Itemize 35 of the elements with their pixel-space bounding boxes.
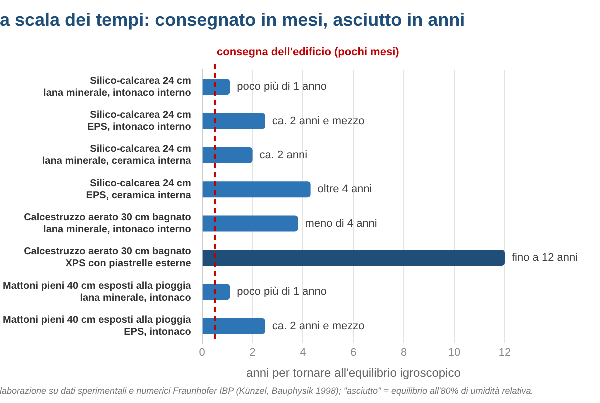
x-tick-label: 12 [498,347,512,360]
y-tick-label: Silico-calcarea 24 cm EPS, ceramica interna [86,178,192,202]
y-tick-label: Mattoni pieni 40 cm esposti alla pioggia lana minerale, intonaco [2,280,192,304]
ref-line-label: consegna dell'edificio (pochi mesi) [216,46,400,59]
x-tick-label: 8 [401,347,408,360]
bar [202,284,230,300]
y-tick-label: Silico-calcarea 24 cm EPS, intonaco interno [87,110,192,134]
data-label: poco più di 1 anno [237,286,328,298]
data-label: meno di 4 anni [305,218,378,230]
data-label: ca. 2 anni e mezzo [272,115,365,128]
y-tick-label: Calcestruzzo aerato 30 cm bagnato XPS con piastrelle esterne [24,246,192,270]
x-tick-label: 6 [350,347,357,360]
x-tick-label: 2 [250,347,256,360]
x-tick-label: 10 [448,347,461,360]
data-label: oltre 4 anni [318,184,372,196]
bar [202,113,266,130]
data-label: ca. 2 anni e mezzo [272,320,365,332]
x-tick-label: 4 [300,347,306,360]
bar [202,216,298,232]
chart-title: a scala dei tempi: consegnato in mesi, asciutto in anni [0,10,466,31]
bar [202,182,311,198]
bar [202,147,253,164]
data-label: poco più di 1 anno [237,81,328,94]
text: laborazione su dati sperimentali e numerici Fraunhofer IBP (Künzel, Bauphysik 1998); "asciutto" = equilibrio all'80% di umidità relativa. [0,386,534,396]
x-axis-title: anni per tornare all'equilibrio igroscopico [246,366,462,380]
y-tick-label: Mattoni pieni 40 cm esposti alla pioggia EPS, intonaco [2,315,192,338]
bar [202,79,230,96]
y-tick-label: Calcestruzzo aerato 30 cm bagnato lana minerale, intonaco interno [24,212,192,236]
x-tick-label: 0 [199,347,206,360]
y-tick-label: Silico-calcarea 24 cm lana minerale, ceramica interna [42,144,192,168]
y-tick-label: Silico-calcarea 24 cm lana minerale, intonaco interno [44,76,192,99]
bar [202,250,505,266]
data-label: ca. 2 anni [260,149,308,162]
bar [202,318,266,334]
data-label: fino a 12 anni [512,252,578,264]
